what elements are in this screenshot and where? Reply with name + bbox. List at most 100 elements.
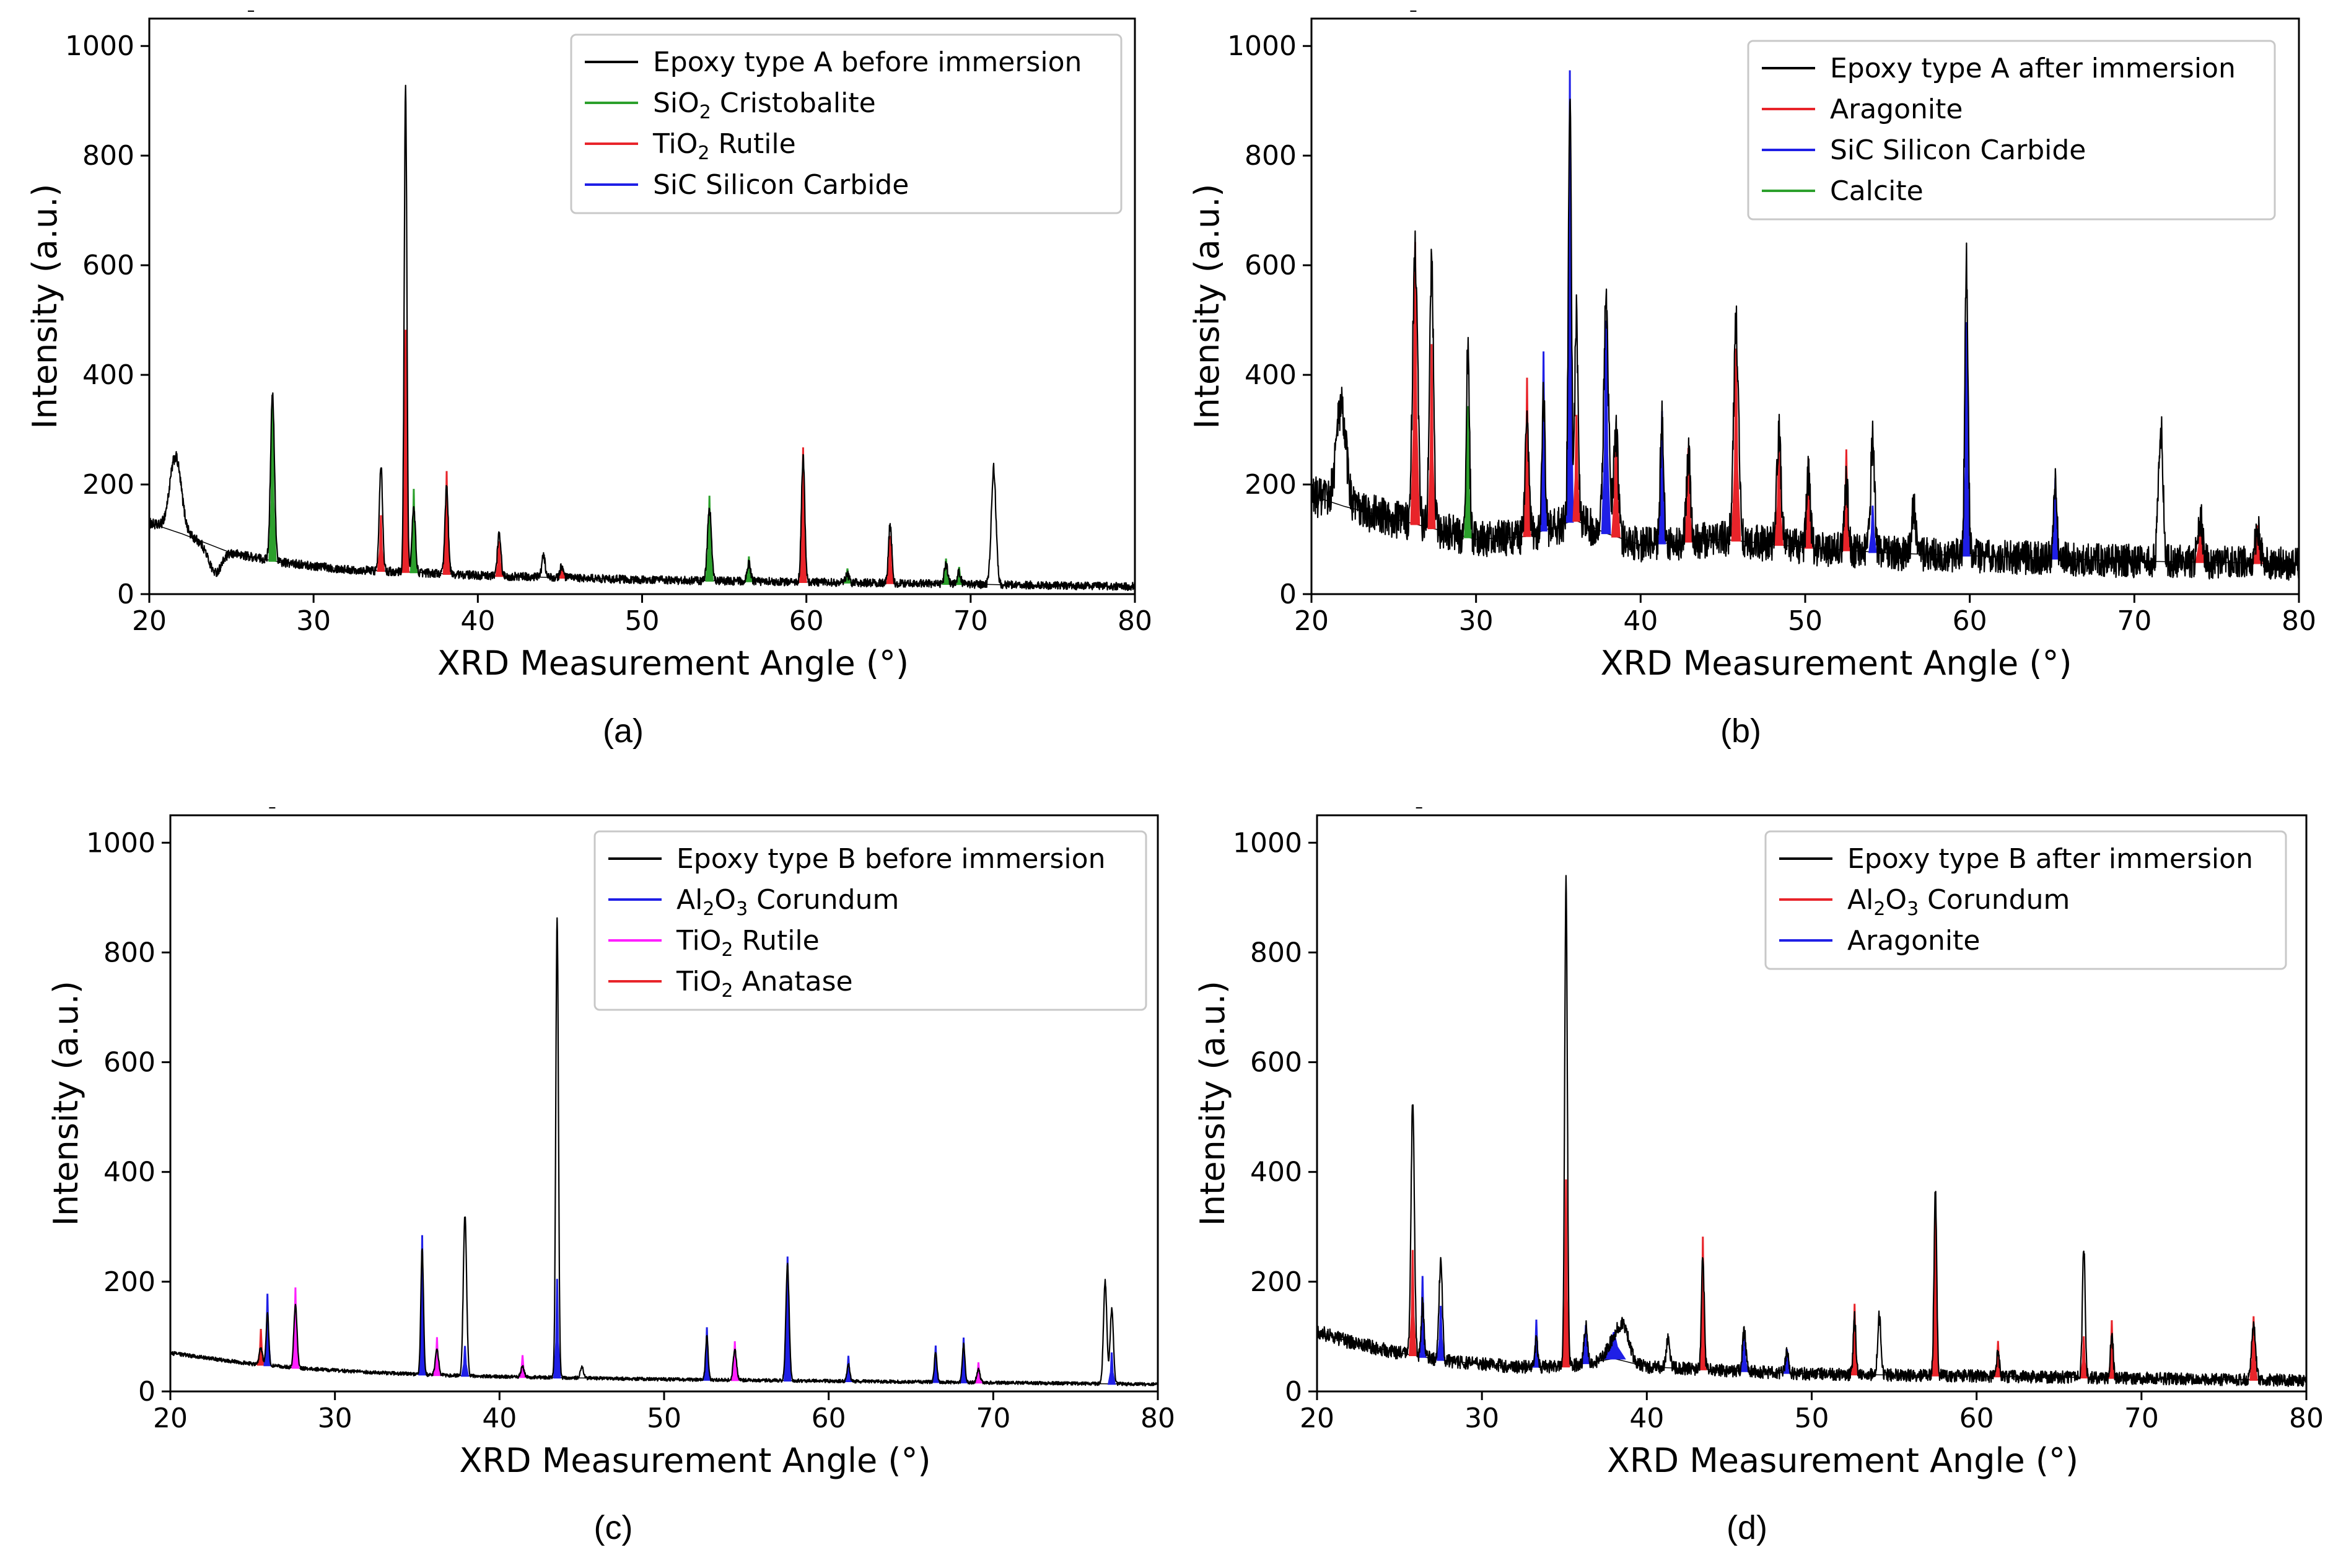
phase-peak-marker bbox=[705, 496, 714, 582]
panel-caption: (d) bbox=[1727, 1509, 1767, 1546]
legend-entry: SiO2 Cristobalite bbox=[653, 87, 876, 123]
phase-peak-marker bbox=[1774, 445, 1784, 546]
legend-entry: Epoxy type A before immersion bbox=[653, 46, 1082, 78]
x-tick-label: 50 bbox=[1788, 605, 1823, 637]
phase-peak-marker bbox=[2080, 1336, 2088, 1378]
panel-caption: (b) bbox=[1720, 712, 1761, 750]
y-tick-label: 1000 bbox=[86, 827, 155, 859]
measured-trace bbox=[1310, 99, 2300, 581]
x-tick-label: 30 bbox=[296, 605, 331, 637]
legend-entry: Aragonite bbox=[1847, 925, 1980, 957]
x-tick-label: 20 bbox=[1294, 605, 1329, 637]
y-tick-label: 800 bbox=[1245, 140, 1297, 172]
legend-entry: TiO2 Rutile bbox=[676, 925, 820, 961]
legend: Epoxy type B after immersion Al2O3 Corund… bbox=[1764, 830, 2287, 970]
phase-peak-marker bbox=[1410, 242, 1420, 525]
x-tick-label: 70 bbox=[953, 605, 988, 637]
phase-peak-marker bbox=[1108, 1352, 1116, 1385]
phase-peak-marker bbox=[1684, 448, 1693, 543]
y-tick-label: 200 bbox=[1245, 469, 1297, 501]
panel-caption: (c) bbox=[594, 1509, 633, 1546]
panel-caption: (a) bbox=[603, 712, 644, 750]
legend-box bbox=[1747, 40, 2276, 221]
legend-entry: Al2O3 Corundum bbox=[1847, 884, 2070, 920]
legend: Epoxy type A after immersion Aragonite SiC… bbox=[1747, 40, 2276, 221]
x-tick-label: 80 bbox=[1118, 605, 1152, 637]
phase-peak-marker bbox=[1740, 1336, 1748, 1372]
x-tick-label: 60 bbox=[812, 1403, 846, 1434]
x-tick-label: 30 bbox=[1464, 1403, 1499, 1434]
x-tick-label: 30 bbox=[318, 1403, 352, 1434]
x-tick-label: 20 bbox=[1300, 1403, 1334, 1434]
x-axis-label: XRD Measurement Angle (°) bbox=[459, 1441, 930, 1480]
legend-entry: Epoxy type B after immersion bbox=[1847, 843, 2253, 875]
y-axis-label: Intensity (a.u.) bbox=[1193, 981, 1232, 1226]
y-tick-label: 0 bbox=[117, 579, 134, 610]
y-tick-label: 800 bbox=[1250, 937, 1302, 968]
x-tick-label: 60 bbox=[1953, 605, 1987, 637]
x-tick-label: 70 bbox=[2117, 605, 2151, 637]
y-tick-label: 800 bbox=[103, 937, 155, 968]
phase-peak-marker bbox=[1963, 322, 1971, 557]
x-tick-label: 60 bbox=[1959, 1403, 1994, 1434]
y-tick-label: 600 bbox=[1250, 1047, 1302, 1079]
legend-entry: Calcite bbox=[1830, 175, 1924, 207]
y-tick-label: 1000 bbox=[65, 30, 134, 62]
x-tick-label: 20 bbox=[132, 605, 167, 637]
x-tick-label: 40 bbox=[1629, 1403, 1664, 1434]
y-axis-label: Intensity (a.u.) bbox=[1188, 184, 1227, 429]
y-axis-label: Intensity (a.u.) bbox=[25, 184, 64, 429]
measured-trace bbox=[169, 917, 1159, 1387]
y-tick-label: 1000 bbox=[1233, 827, 1302, 859]
legend-box bbox=[1764, 830, 2287, 970]
y-tick-label: 600 bbox=[82, 250, 134, 281]
phase-peak-marker bbox=[886, 536, 895, 584]
measured-trace bbox=[148, 84, 1136, 592]
legend-entry: TiO2 Anatase bbox=[676, 966, 853, 1002]
phase-peak-marker bbox=[1464, 406, 1472, 538]
y-tick-label: 200 bbox=[1250, 1266, 1302, 1298]
legend: Epoxy type A before immersion SiO2 Cristo… bbox=[570, 33, 1123, 214]
y-tick-label: 600 bbox=[103, 1047, 155, 1079]
phase-peak-marker bbox=[2249, 1316, 2258, 1381]
legend-entry: Aragonite bbox=[1830, 94, 1963, 125]
legend-box bbox=[570, 33, 1123, 214]
phase-peak-marker bbox=[495, 541, 504, 577]
phase-peak-marker bbox=[377, 515, 385, 572]
y-tick-label: 400 bbox=[1245, 359, 1297, 391]
x-tick-label: 80 bbox=[2289, 1403, 2324, 1434]
x-tick-label: 70 bbox=[2124, 1403, 2159, 1434]
legend-entry: Al2O3 Corundum bbox=[676, 884, 899, 920]
legend-entry: SiC Silicon Carbide bbox=[653, 169, 909, 201]
x-tick-label: 80 bbox=[2282, 605, 2316, 637]
legend-entry: TiO2 Rutile bbox=[652, 128, 796, 164]
x-tick-label: 20 bbox=[153, 1403, 188, 1434]
phase-peak-marker bbox=[1409, 1250, 1417, 1356]
phase-peak-marker bbox=[1437, 1305, 1445, 1361]
phase-peak-marker bbox=[1565, 70, 1574, 523]
y-tick-label: 0 bbox=[1285, 1376, 1302, 1408]
x-tick-label: 40 bbox=[482, 1403, 517, 1434]
x-tick-label: 50 bbox=[625, 605, 660, 637]
phase-peak-marker bbox=[1868, 506, 1877, 553]
y-tick-label: 0 bbox=[138, 1376, 155, 1408]
phase-peak-marker bbox=[268, 400, 277, 562]
x-axis-label: XRD Measurement Angle (°) bbox=[1600, 644, 2072, 683]
phase-peak-marker bbox=[1582, 1325, 1590, 1364]
y-tick-label: 1000 bbox=[1227, 30, 1297, 62]
legend-entry: Epoxy type A after immersion bbox=[1830, 53, 2236, 84]
x-tick-label: 80 bbox=[1140, 1403, 1175, 1434]
x-tick-label: 60 bbox=[789, 605, 824, 637]
y-tick-label: 200 bbox=[103, 1266, 155, 1298]
phase-peak-marker bbox=[1611, 432, 1621, 538]
x-tick-label: 50 bbox=[1795, 1403, 1829, 1434]
x-axis-label: XRD Measurement Angle (°) bbox=[1607, 1441, 2078, 1480]
x-tick-label: 50 bbox=[647, 1403, 681, 1434]
measured-trace bbox=[1316, 875, 2308, 1387]
x-tick-label: 40 bbox=[460, 605, 495, 637]
